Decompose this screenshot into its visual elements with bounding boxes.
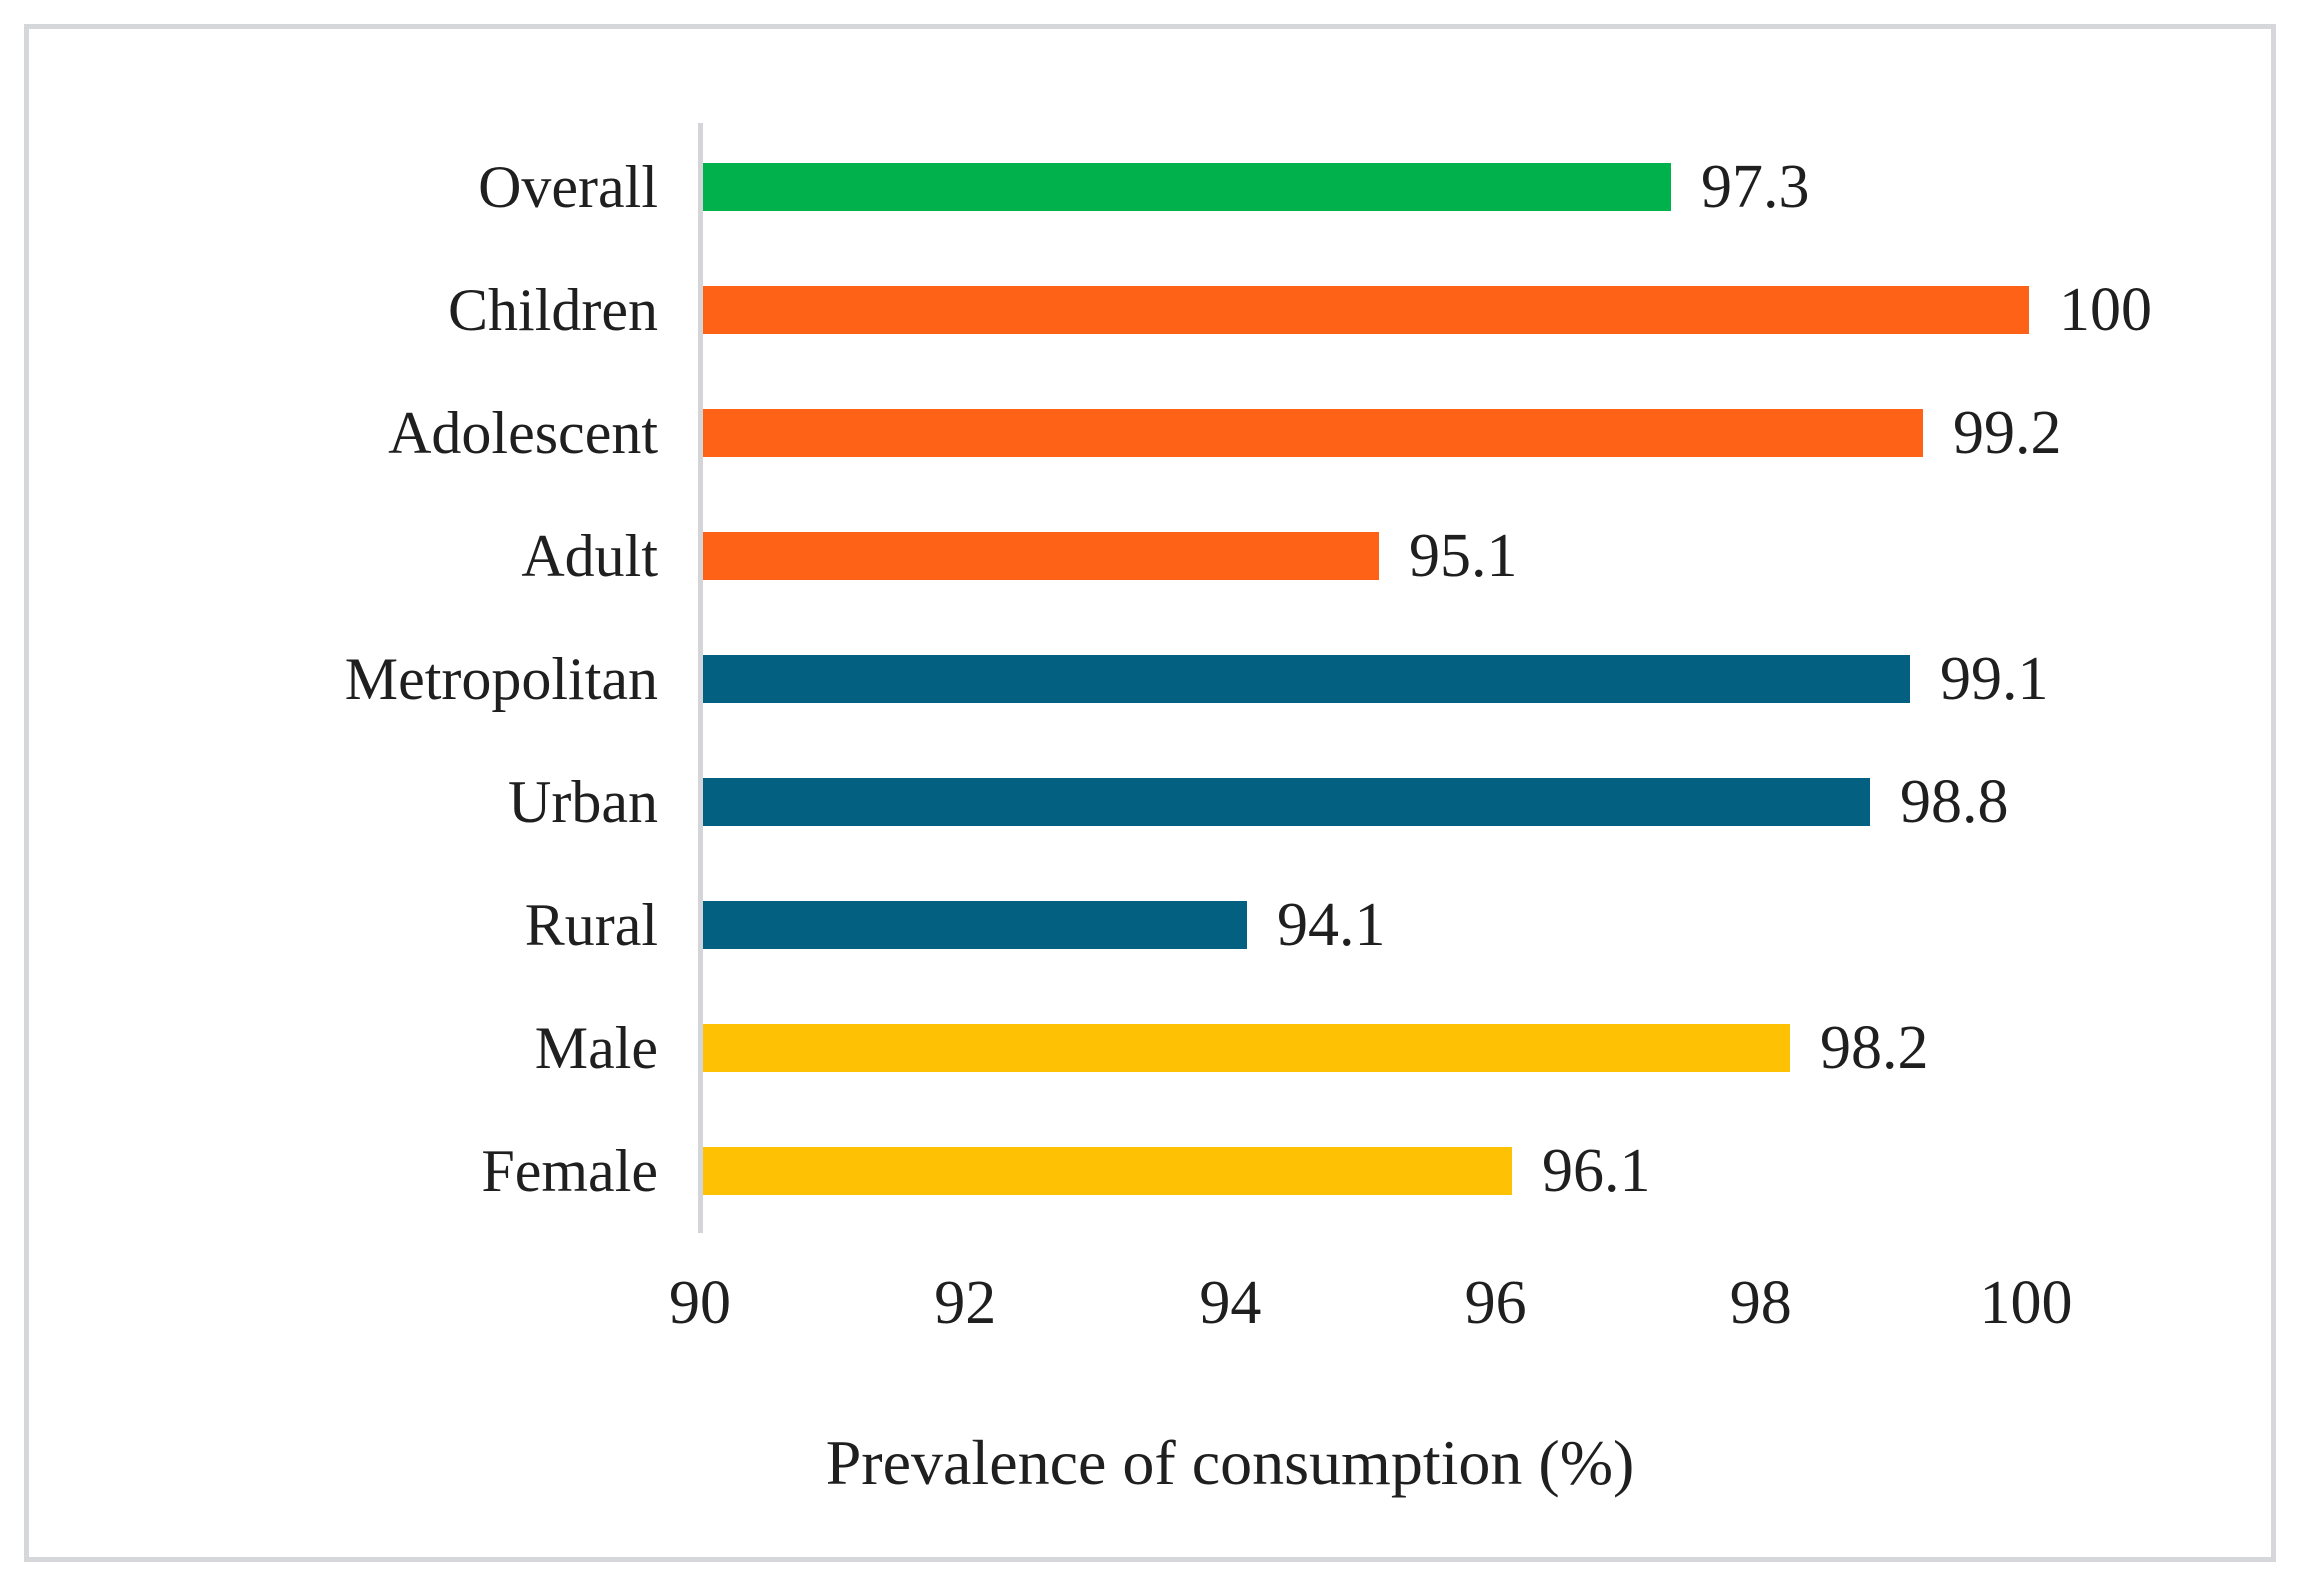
category-label-female: Female (481, 1138, 658, 1204)
category-label-male: Male (534, 1015, 658, 1081)
category-label-adolescent: Adolescent (388, 400, 658, 466)
value-label-male: 98.2 (1820, 1014, 1929, 1082)
value-label-metropolitan: 99.1 (1940, 645, 2049, 713)
value-label-adult: 95.1 (1409, 522, 1518, 590)
category-label-rural: Rural (524, 892, 658, 958)
x-tick-label-92: 92 (934, 1269, 997, 1337)
value-label-female: 96.1 (1542, 1137, 1651, 1205)
value-label-overall: 97.3 (1701, 153, 1810, 221)
bar-female (703, 1147, 1512, 1195)
category-label-overall: Overall (478, 154, 658, 220)
x-tick-label-96: 96 (1464, 1269, 1527, 1337)
category-label-adult: Adult (521, 523, 658, 589)
bar-adolescent (703, 409, 1923, 457)
x-tick-label-94: 94 (1199, 1269, 1262, 1337)
value-label-children: 100 (2059, 276, 2152, 344)
bar-metropolitan (703, 655, 1910, 703)
bar-adult (703, 532, 1379, 580)
value-label-adolescent: 99.2 (1953, 399, 2062, 467)
x-axis-title: Prevalence of consumption (%) (825, 1427, 1635, 1498)
value-label-rural: 94.1 (1277, 891, 1386, 959)
x-tick-label-100: 100 (1979, 1269, 2073, 1337)
bar-urban (703, 778, 1870, 826)
y-axis-line (698, 123, 703, 1233)
value-label-urban: 98.8 (1900, 768, 2009, 836)
category-label-children: Children (448, 277, 658, 343)
bar-overall (703, 163, 1671, 211)
x-tick-label-98: 98 (1729, 1269, 1792, 1337)
bar-rural (703, 901, 1247, 949)
bar-children (703, 286, 2029, 334)
category-label-urban: Urban (508, 769, 658, 835)
category-label-metropolitan: Metropolitan (344, 646, 658, 712)
x-tick-label-90: 90 (669, 1269, 731, 1337)
bar-male (703, 1024, 1790, 1072)
